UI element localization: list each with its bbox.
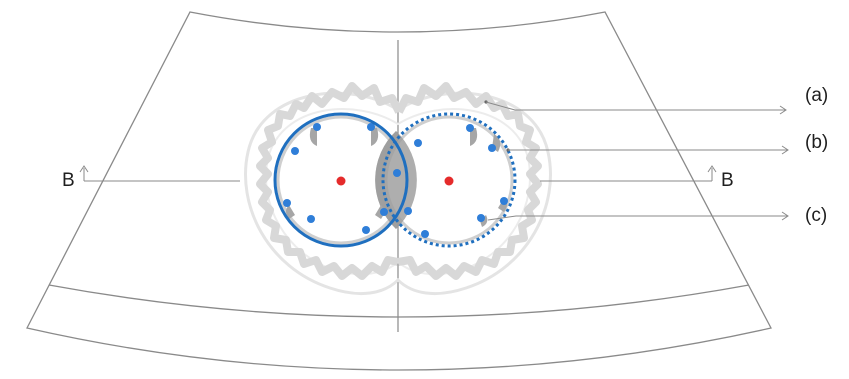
overlap-lens-top	[375, 131, 417, 229]
blue-dot	[367, 123, 375, 131]
wavy-band-right	[395, 82, 542, 280]
label-b: (b)	[805, 132, 828, 153]
fan-wedge	[470, 128, 478, 146]
section-line-left: B	[62, 165, 240, 191]
leader-a: (a)	[484, 85, 828, 115]
left-center-dot	[336, 176, 346, 186]
blue-dot	[477, 214, 485, 222]
label-a: (a)	[805, 85, 828, 106]
blue-dot	[404, 207, 412, 215]
leader-c: (c)	[487, 205, 827, 226]
leader-b: (b)	[506, 132, 828, 155]
wavy-band-left	[256, 82, 403, 280]
fan-wedge	[375, 205, 384, 219]
section-label-left: B	[62, 170, 75, 191]
blue-dot	[488, 144, 496, 152]
blue-dot	[283, 199, 291, 207]
fan-wedge	[480, 215, 488, 227]
right-center-dot	[444, 176, 454, 186]
body-outline-shape	[244, 91, 552, 295]
blue-dot	[500, 197, 508, 205]
blue-dot	[291, 147, 299, 155]
blue-dot	[414, 139, 422, 147]
left-blue-circle-solid	[273, 112, 409, 248]
label-c: (c)	[805, 205, 827, 226]
fan-wedge	[371, 128, 379, 146]
fan-inner-arc	[48, 284, 750, 318]
right-blue-circle-dotted	[381, 112, 517, 248]
section-line-right: B	[540, 165, 734, 191]
blue-dot	[466, 124, 474, 132]
blue-dot	[362, 226, 370, 234]
blue-dot	[421, 230, 429, 238]
blue-dot	[393, 169, 401, 177]
fan-outline	[26, 11, 772, 371]
wavy-band-group	[256, 82, 542, 280]
fan-wedge	[309, 128, 317, 146]
blue-dot	[313, 123, 321, 131]
section-label-right: B	[721, 170, 734, 191]
blue-dots	[283, 123, 508, 238]
blue-dot	[307, 215, 315, 223]
blue-dot	[380, 208, 388, 216]
fan-wedge	[286, 205, 295, 219]
